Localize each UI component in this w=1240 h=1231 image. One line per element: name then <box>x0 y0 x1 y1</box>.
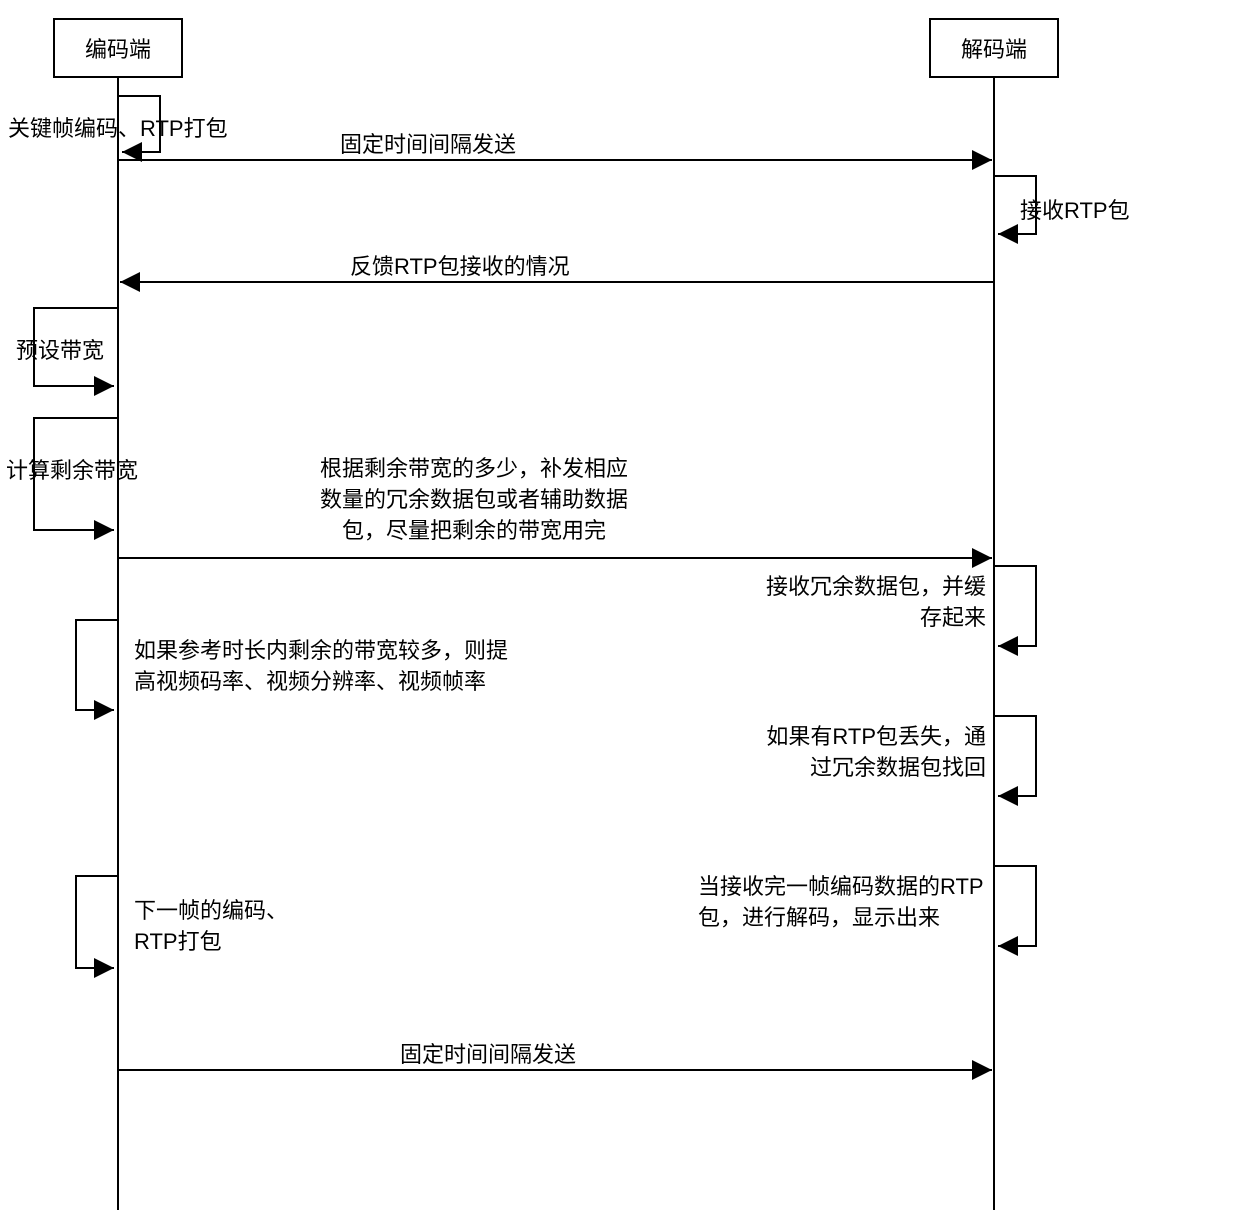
self-loop-label-loop2: 接收RTP包 <box>1020 196 1130 227</box>
self-loop-label-loop1: 关键帧编码、RTP打包 <box>8 114 228 145</box>
self-loop-loop5 <box>994 566 1036 646</box>
lifeline-encoder-box: 编码端 <box>53 18 183 78</box>
self-loop-loop6 <box>76 620 118 710</box>
self-loop-label-loop7: 如果有RTP包丢失，通过冗余数据包找回 <box>766 722 986 784</box>
self-loop-label-loop8: 当接收完一帧编码数据的RTP包，进行解码，显示出来 <box>698 872 918 934</box>
message-label-m3: 根据剩余带宽的多少，补发相应数量的冗余数据包或者辅助数据包，尽量把剩余的带宽用完 <box>320 454 628 546</box>
self-loop-label-loop3: 预设带宽 <box>16 336 104 367</box>
self-loop-label-loop4: 计算剩余带宽 <box>6 456 138 487</box>
sequence-diagram: 编码端 解码端 固定时间间隔发送反馈RTP包接收的情况根据剩余带宽的多少，补发相… <box>0 0 1240 1231</box>
lifeline-encoder-label: 编码端 <box>85 37 151 62</box>
arrows-overlay <box>0 0 1240 1231</box>
lifeline-decoder-box: 解码端 <box>929 18 1059 78</box>
lifeline-decoder-label: 解码端 <box>961 37 1027 62</box>
message-label-m2: 反馈RTP包接收的情况 <box>350 252 570 283</box>
self-loop-label-loop9: 下一帧的编码、RTP打包 <box>134 896 288 958</box>
self-loop-loop8 <box>994 866 1036 946</box>
self-loop-loop7 <box>994 716 1036 796</box>
self-loop-label-loop5: 接收冗余数据包，并缓存起来 <box>766 572 986 634</box>
self-loop-loop9 <box>76 876 118 968</box>
message-label-m1: 固定时间间隔发送 <box>340 130 516 161</box>
message-label-m4: 固定时间间隔发送 <box>400 1040 576 1071</box>
self-loop-label-loop6: 如果参考时长内剩余的带宽较多，则提高视频码率、视频分辨率、视频帧率 <box>134 636 508 698</box>
